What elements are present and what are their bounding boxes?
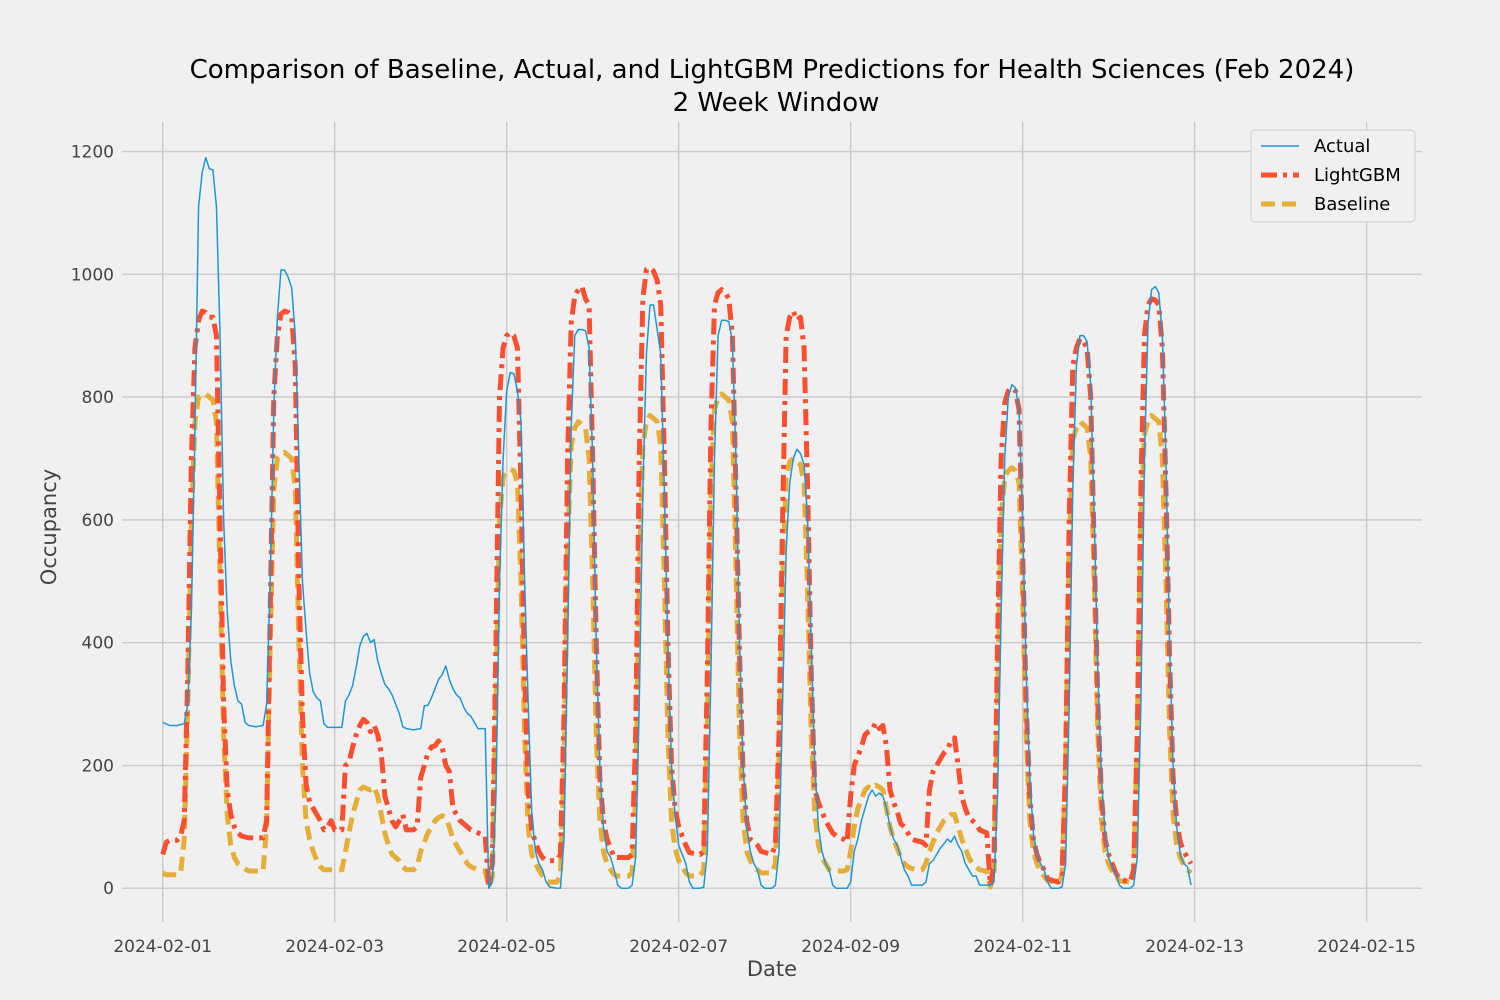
legend: Actual LightGBM Baseline	[1250, 129, 1416, 223]
x-tick-label: 2024-02-09	[801, 937, 900, 957]
y-tick-label: 800	[82, 388, 114, 408]
legend-label-lightgbm: LightGBM	[1314, 165, 1401, 186]
tick-labels: 2024-02-01 2024-02-03 2024-02-05 2024-02-07…	[71, 142, 1416, 957]
y-tick-label: 1000	[71, 265, 114, 285]
chart-title-line1: Comparison of Baseline, Actual, and Ligh…	[190, 55, 1355, 85]
y-tick-label: 0	[103, 879, 114, 899]
x-tick-label: 2024-02-05	[457, 937, 556, 957]
y-tick-label: 400	[82, 634, 114, 654]
x-axis-label: Date	[747, 957, 797, 981]
chart-title-line2: 2 Week Window	[673, 88, 880, 118]
y-axis-label: Occupancy	[37, 469, 61, 585]
series-line-baseline	[161, 391, 1193, 890]
series-line-actual	[162, 156, 1192, 889]
legend-label-baseline: Baseline	[1314, 194, 1390, 215]
gridlines	[122, 122, 1422, 922]
x-tick-label: 2024-02-15	[1317, 937, 1416, 957]
x-tick-label: 2024-02-01	[113, 937, 212, 957]
legend-label-actual: Actual	[1314, 136, 1370, 157]
y-tick-label: 200	[82, 756, 114, 776]
y-tick-label: 1200	[71, 142, 114, 162]
x-tick-label: 2024-02-07	[629, 937, 728, 957]
x-tick-label: 2024-02-03	[285, 937, 384, 957]
series-lines	[160, 156, 1194, 890]
x-tick-label: 2024-02-13	[1145, 937, 1244, 957]
y-tick-label: 600	[82, 511, 114, 531]
x-tick-label: 2024-02-11	[973, 937, 1072, 957]
